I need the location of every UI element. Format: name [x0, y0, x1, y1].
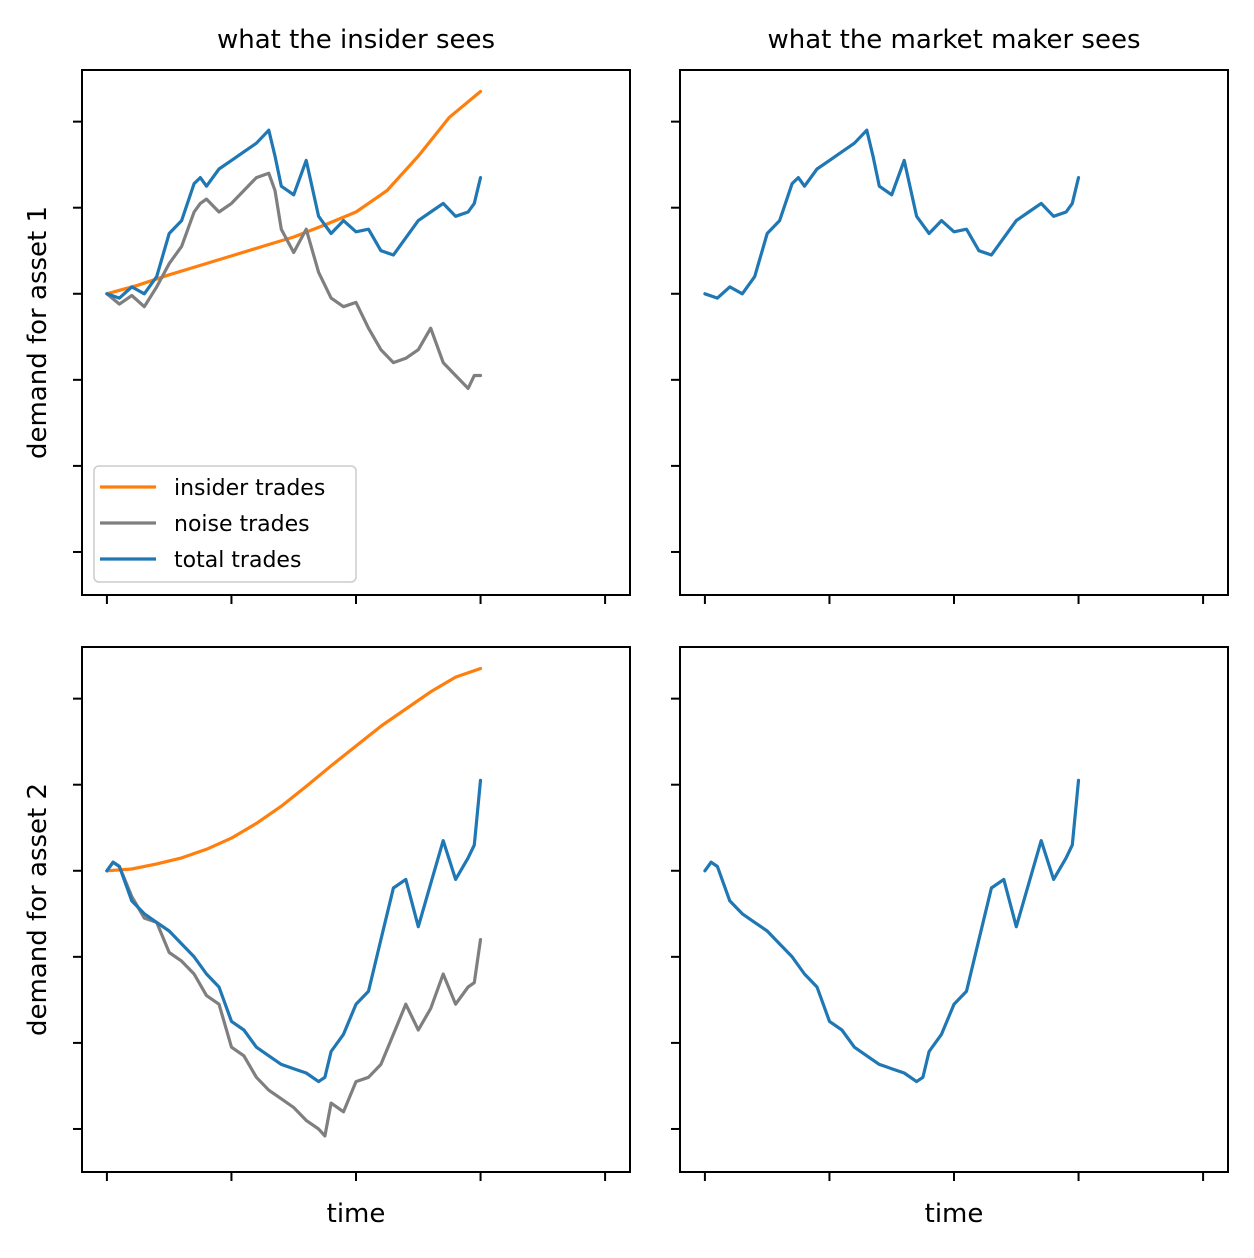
x-axis-label: time: [925, 1199, 984, 1229]
series-line-total-trades: [105, 128, 483, 300]
panel-3: time demand for asset 2: [23, 646, 631, 1229]
panel-2: what the market maker sees: [671, 25, 1229, 604]
panel-title: what the insider sees: [217, 25, 495, 55]
series-line-noise-trades: [105, 171, 483, 390]
series-line-insider-trades: [105, 89, 483, 296]
legend-label-noise-trades: noise trades: [174, 512, 310, 537]
y-axis-label: demand for asset 1: [23, 206, 53, 459]
series-line-noise-trades: [105, 860, 483, 1138]
series-line-total-trades: [703, 778, 1081, 1084]
legend-label-insider-trades: insider trades: [174, 476, 325, 501]
legend: insider trades noise trades total trades: [93, 465, 357, 583]
series-line-total-trades: [703, 128, 1081, 300]
panel-1: what the insider sees demand for asset 1: [23, 25, 631, 604]
series-line-total-trades: [105, 778, 483, 1084]
series-line-insider-trades: [105, 666, 483, 873]
legend-box: [93, 465, 357, 583]
panel-title: what the market maker sees: [767, 25, 1140, 55]
panel-4: time: [671, 646, 1229, 1229]
legend-label-total-trades: total trades: [174, 548, 301, 573]
y-axis-label: demand for asset 2: [23, 783, 53, 1036]
x-axis-label: time: [327, 1199, 386, 1229]
